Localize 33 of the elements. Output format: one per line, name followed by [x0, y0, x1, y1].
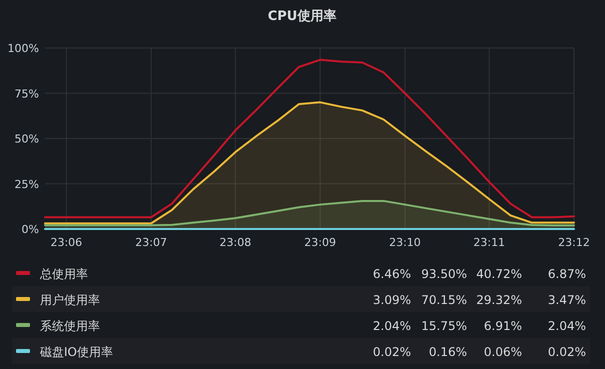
- text: 40.72%: [476, 267, 522, 281]
- text: 6.87%: [548, 267, 586, 281]
- text: 2.04%: [548, 319, 586, 333]
- y-tick-label: 0%: [22, 223, 39, 236]
- x-tick-label: 23:10: [389, 236, 421, 249]
- x-tick-label: 23:09: [304, 236, 336, 249]
- legend-label: 用户使用率: [40, 293, 100, 307]
- legend-label: 总使用率: [39, 267, 88, 281]
- y-tick-label: 25%: [14, 178, 39, 191]
- text: 6.46%: [372, 267, 411, 281]
- y-tick-label: 50%: [14, 132, 39, 146]
- text: 15.75%: [421, 319, 467, 333]
- legend-label: 系统使用率: [40, 319, 100, 333]
- x-tick-label: 23:11: [473, 236, 506, 249]
- text: 0.02%: [548, 345, 586, 359]
- text: 93.50%: [421, 267, 467, 281]
- x-tick-label: 23:07: [135, 236, 167, 249]
- y-tick-label: 100%: [8, 42, 39, 55]
- text: 29.32%: [476, 293, 522, 307]
- text: 6.91%: [484, 319, 522, 333]
- x-tick-label: 23:08: [220, 236, 252, 249]
- legend-label: 磁盘IO使用率: [39, 345, 113, 359]
- text: 70.15%: [421, 293, 467, 307]
- text: 3.47%: [548, 293, 586, 307]
- text: 3.09%: [372, 293, 411, 307]
- text: 0.06%: [484, 345, 522, 359]
- text: 0.16%: [428, 345, 467, 359]
- text: 2.04%: [372, 319, 411, 333]
- y-tick-label: 75%: [14, 87, 39, 100]
- text: 0.02%: [372, 345, 411, 359]
- chart-title: CPU使用率: [268, 8, 336, 24]
- x-tick-label: 23:12: [558, 236, 590, 249]
- x-tick-label: 23:06: [50, 236, 82, 249]
